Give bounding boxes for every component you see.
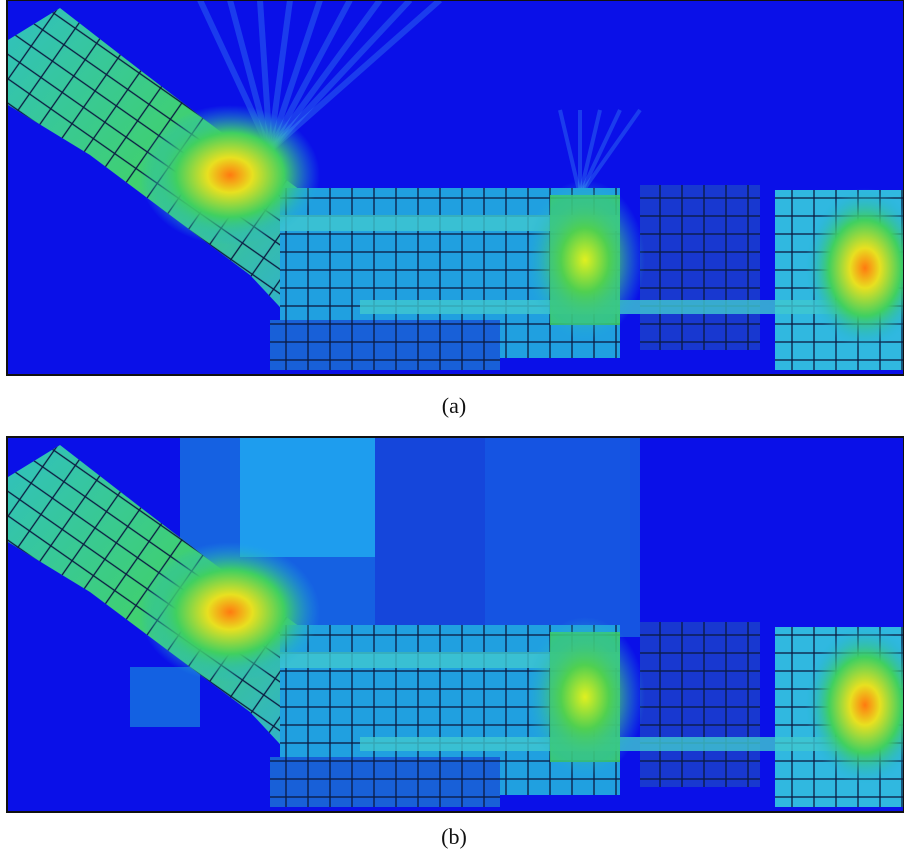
caption: (b) [441, 824, 467, 849]
block [240, 437, 375, 557]
room-grid [640, 185, 760, 350]
room-grid [270, 320, 500, 370]
frame [6, 436, 904, 813]
panels [6, 0, 904, 813]
heatmap-panel [6, 0, 904, 376]
hotspot [140, 542, 320, 682]
hotspot [805, 625, 904, 785]
block [485, 437, 640, 637]
hotspot [525, 617, 645, 777]
room-grid [640, 622, 760, 787]
room-grid [270, 757, 500, 807]
ray [267, 0, 413, 153]
hotspot [525, 180, 645, 340]
ray [268, 0, 442, 153]
frame [6, 0, 904, 376]
hotspot [140, 105, 320, 245]
heatmap-panel [6, 436, 904, 813]
caption: (a) [442, 393, 466, 418]
hotspot [805, 188, 904, 348]
block [130, 667, 200, 727]
